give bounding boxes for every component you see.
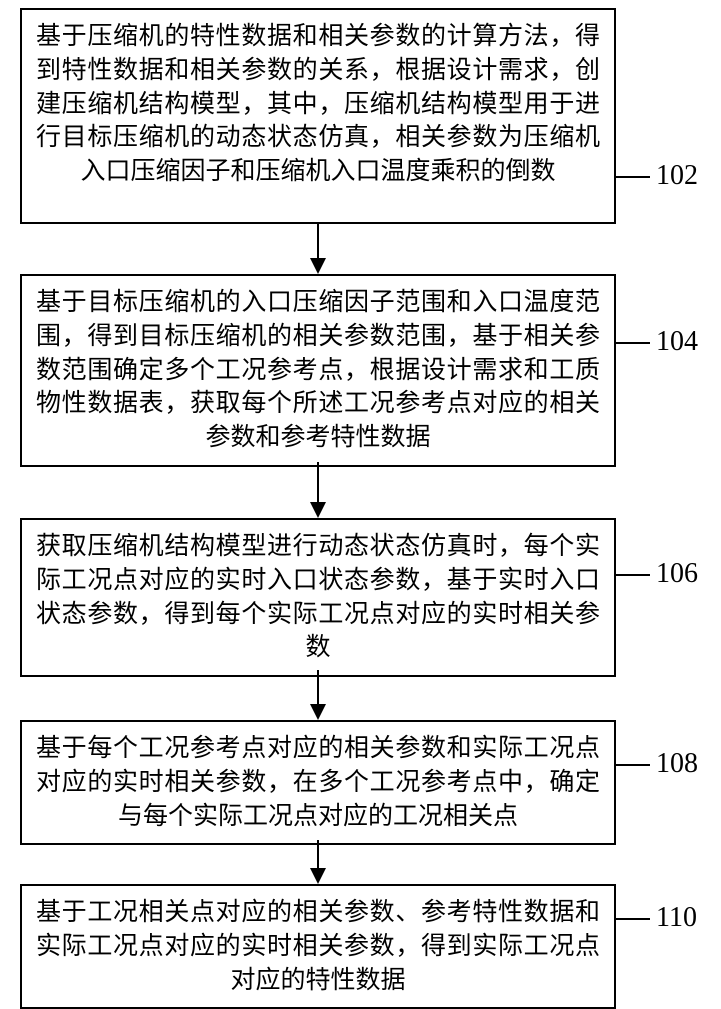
leader-line [616,342,650,344]
flow-node-text: 基于压缩机的特性数据和相关参数的计算方法，得到特性数据和相关参数的关系，根据设计… [20,8,616,224]
flow-node-label-102: 102 [656,160,698,192]
flow-node-label-108: 108 [656,748,698,780]
flow-node-text: 基于目标压缩机的入口压缩因子范围和入口温度范围，得到目标压缩机的相关参数范围，基… [20,274,616,467]
arrow-shaft [317,670,319,704]
arrow-head-icon [310,704,326,720]
flow-node-text: 基于工况相关点对应的相关参数、参考特性数据和实际工况点对应的实时相关参数，得到实… [20,884,616,1009]
arrow-shaft [317,840,319,868]
flow-node-label-104: 104 [656,326,698,358]
flow-node-n108: 基于每个工况参考点对应的相关参数和实际工况点对应的实时相关参数，在多个工况参考点… [0,720,721,845]
flow-node-n106: 获取压缩机结构模型进行动态状态仿真时，每个实际工况点对应的实时入口状态参数，基于… [0,518,721,677]
arrow-shaft [317,462,319,502]
flow-node-label-110: 110 [656,902,697,934]
leader-line [616,918,650,920]
flow-node-text: 获取压缩机结构模型进行动态状态仿真时，每个实际工况点对应的实时入口状态参数，基于… [20,518,616,677]
arrow-head-icon [310,868,326,884]
leader-line [616,176,650,178]
leader-line [616,574,650,576]
arrow-head-icon [310,258,326,274]
flowchart-canvas: 基于压缩机的特性数据和相关参数的计算方法，得到特性数据和相关参数的关系，根据设计… [0,0,721,1000]
arrow-head-icon [310,502,326,518]
flow-node-n104: 基于目标压缩机的入口压缩因子范围和入口温度范围，得到目标压缩机的相关参数范围，基… [0,274,721,467]
leader-line [616,764,650,766]
flow-node-n102: 基于压缩机的特性数据和相关参数的计算方法，得到特性数据和相关参数的关系，根据设计… [0,8,721,224]
flow-node-n110: 基于工况相关点对应的相关参数、参考特性数据和实际工况点对应的实时相关参数，得到实… [0,884,721,1009]
arrow-shaft [317,224,319,258]
flow-node-text: 基于每个工况参考点对应的相关参数和实际工况点对应的实时相关参数，在多个工况参考点… [20,720,616,845]
flow-node-label-106: 106 [656,558,698,590]
